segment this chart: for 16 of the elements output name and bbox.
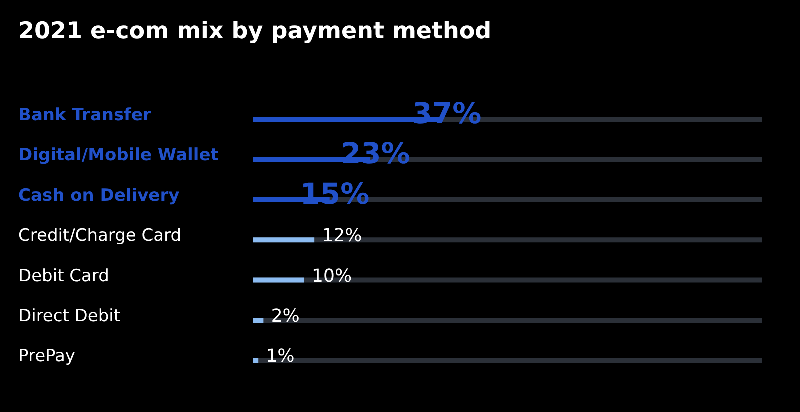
y-tick-label: PrePay [18,346,76,367]
y-tick-label: Bank Transfer [18,106,152,126]
data-label: 10% [312,266,352,287]
bar [254,278,304,283]
data-label: 1% [266,346,295,368]
bar [254,318,264,323]
bar [254,358,259,364]
y-tick-label: Digital/Mobile Wallet [18,146,219,166]
chart-title: 2021 e-com mix by payment method [18,18,492,44]
y-tick-label: Debit Card [18,266,110,286]
y-tick-label: Direct Debit [18,306,121,326]
data-label: 12% [322,226,362,247]
y-tick-label: Credit/Charge Card [18,226,182,246]
y-tick-label: Cash on Delivery [18,186,180,206]
data-label: 2% [271,306,300,327]
bar [254,238,315,243]
